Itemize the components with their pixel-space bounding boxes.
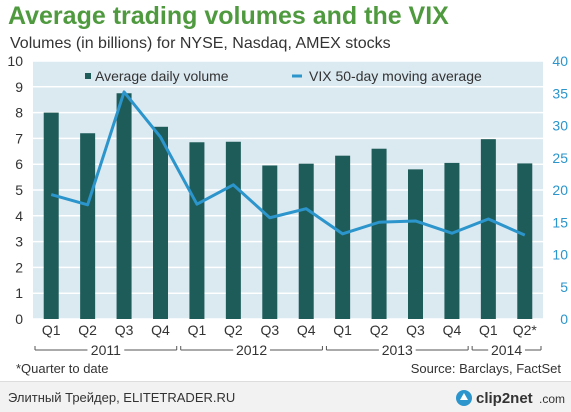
source-note: Source: Barclays, FactSet: [410, 361, 561, 376]
x-tick-label: Q3: [115, 322, 134, 338]
bar: [444, 162, 460, 319]
x-tick-label: Q2: [78, 322, 97, 338]
left-tick-label: 1: [15, 285, 23, 301]
legend: Average daily volume VIX 50-day moving av…: [85, 68, 482, 84]
legend-swatch-volume: [85, 73, 91, 79]
x-tick-label: Q3: [406, 322, 425, 338]
x-tick-label: Q1: [333, 322, 352, 338]
left-tick-label: 9: [15, 79, 23, 95]
logo-arrow-icon: [460, 393, 468, 400]
left-tick-label: 4: [15, 208, 23, 224]
right-tick-label: 10: [552, 247, 568, 263]
logo-text: clip2net: [476, 390, 533, 407]
legend-label-vix: VIX 50-day moving average: [309, 68, 482, 84]
bar: [225, 141, 241, 319]
bar: [371, 148, 387, 319]
x-tick-label: Q1: [479, 322, 498, 338]
group-label: 2013: [382, 342, 413, 358]
right-tick-label: 15: [552, 214, 568, 230]
legend-label-volume: Average daily volume: [95, 68, 229, 84]
right-tick-label: 35: [552, 85, 568, 101]
x-tick-label: Q1: [42, 322, 61, 338]
bar: [43, 112, 59, 319]
vix-line: [50, 90, 526, 237]
left-tick-label: 7: [15, 130, 23, 146]
footer-bar: Элитный Трейдер, ELITETRADER.RU clip2net…: [0, 381, 571, 412]
x-tick-label: Q4: [443, 322, 462, 338]
chart-title: Average trading volumes and the VIX: [8, 2, 449, 30]
group-label: 2014: [491, 342, 522, 358]
clip2net-logo: clip2net .com: [456, 390, 565, 407]
right-tick-label: 30: [552, 118, 568, 134]
bar: [153, 126, 168, 319]
left-tick-label: 2: [15, 259, 23, 275]
x-tick-label: Q2: [370, 322, 389, 338]
x-tick-label: Q3: [260, 322, 279, 338]
left-tick-label: 5: [15, 182, 23, 198]
x-tick-label: Q4: [297, 322, 316, 338]
bar: [189, 142, 205, 319]
year-group-labels: 2011 2012 2013 2014: [34, 342, 542, 358]
logo-suffix: .com: [539, 392, 565, 406]
chart-subtitle: Volumes (in billions) for NYSE, Nasdaq, …: [10, 35, 391, 52]
right-tick-label: 25: [552, 150, 568, 166]
x-axis-labels: Q1 Q2 Q3 Q4 Q1 Q2 Q3 Q4 Q1 Q2 Q3 Q4 Q1 Q2*: [42, 322, 538, 338]
bar: [298, 163, 314, 319]
bar: [116, 93, 132, 319]
bar: [408, 169, 423, 319]
group-label: 2011: [91, 342, 121, 358]
right-tick-label: 0: [560, 311, 568, 327]
x-tick-label: Q2: [224, 322, 243, 338]
left-tick-label: 8: [15, 105, 23, 121]
right-tick-label: 5: [560, 279, 568, 295]
left-tick-label: 3: [15, 234, 23, 250]
right-tick-label: 40: [552, 53, 568, 69]
bar: [335, 155, 351, 319]
left-axis-ticks: 0 1 2 3 4 5 6 7 8 9 10: [7, 53, 23, 327]
watermark-text: Элитный Трейдер, ELITETRADER.RU: [8, 390, 236, 405]
left-tick-label: 0: [15, 311, 23, 327]
footnote: *Quarter to date: [16, 361, 109, 376]
left-tick-label: 6: [15, 156, 23, 172]
bar: [517, 163, 533, 319]
x-tick-label: Q4: [151, 322, 170, 338]
bar: [480, 139, 496, 319]
right-axis-ticks: 0 5 10 15 20 25 30 35 40: [552, 53, 568, 327]
group-label: 2012: [236, 342, 267, 358]
x-tick-label: Q1: [188, 322, 207, 338]
x-tick-label: Q2*: [513, 322, 538, 338]
right-tick-label: 20: [552, 182, 568, 198]
line-series: [50, 90, 526, 237]
bar: [80, 133, 96, 319]
bar: [262, 165, 278, 319]
left-tick-label: 10: [7, 53, 23, 69]
